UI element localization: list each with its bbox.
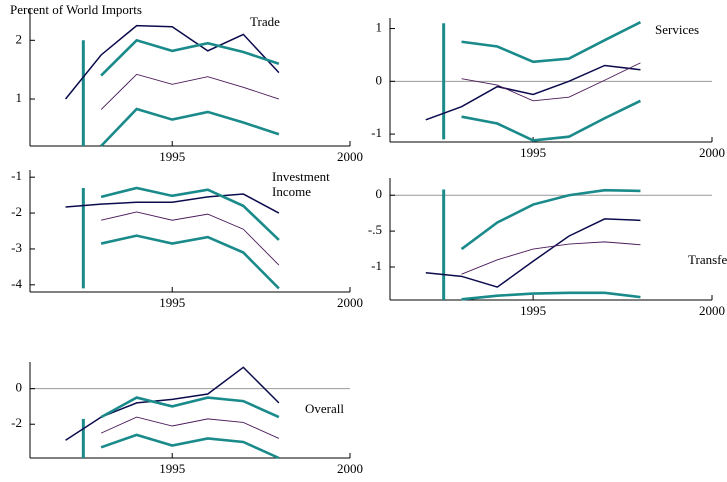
y-tick-label: 0 <box>16 380 23 395</box>
y-tick-label: 1 <box>16 90 23 105</box>
series-line <box>100 107 280 147</box>
series-line <box>461 291 641 301</box>
y-tick-label: -4 <box>11 276 22 291</box>
y-axis-label: Percent of World Imports <box>10 2 142 17</box>
y-tick-label: 2 <box>16 31 23 46</box>
series-line <box>100 416 280 439</box>
series-line <box>461 62 641 102</box>
y-tick-label: -1 <box>11 168 22 183</box>
panel-title: Overall <box>305 401 344 416</box>
x-tick-label: 2000 <box>337 461 363 476</box>
x-tick-label: 1995 <box>520 303 546 318</box>
x-tick-label: 2000 <box>699 303 725 318</box>
series-line <box>461 99 642 142</box>
series-line <box>460 188 641 251</box>
y-tick-label: -2 <box>11 415 22 430</box>
series-line <box>100 186 280 241</box>
y-tick-label: -1 <box>371 125 382 140</box>
panel-title: Investment Income <box>272 169 330 199</box>
x-tick-label: 2000 <box>699 145 725 160</box>
panel-title: Transfers <box>688 252 727 267</box>
x-tick-label: 1995 <box>159 461 185 476</box>
series-line <box>461 21 642 64</box>
panel-title: Services <box>655 22 700 37</box>
series-line <box>100 38 280 77</box>
series-line <box>64 24 280 100</box>
x-tick-label: 1995 <box>159 295 185 310</box>
panel-title: Trade <box>250 14 280 29</box>
y-tick-label: -2 <box>11 204 22 219</box>
x-tick-label: 2000 <box>337 295 363 310</box>
y-tick-label: -1 <box>371 258 382 273</box>
series-line <box>101 211 280 266</box>
y-tick-label: -3 <box>11 240 22 255</box>
y-tick-label: 1 <box>376 20 383 35</box>
x-tick-label: 2000 <box>337 149 363 164</box>
series-line <box>461 241 641 275</box>
x-tick-label: 1995 <box>520 145 546 160</box>
series-line <box>425 218 641 288</box>
series-line <box>100 73 280 110</box>
y-tick-label: 0 <box>376 186 383 201</box>
series-line <box>65 193 280 214</box>
y-tick-label: 0 <box>376 72 383 87</box>
series-line <box>65 366 280 441</box>
series-line <box>100 396 280 419</box>
series-line <box>425 64 641 121</box>
series-line <box>100 234 280 290</box>
x-tick-label: 1995 <box>159 149 185 164</box>
y-tick-label: -.5 <box>368 222 382 237</box>
series-line <box>100 433 280 460</box>
